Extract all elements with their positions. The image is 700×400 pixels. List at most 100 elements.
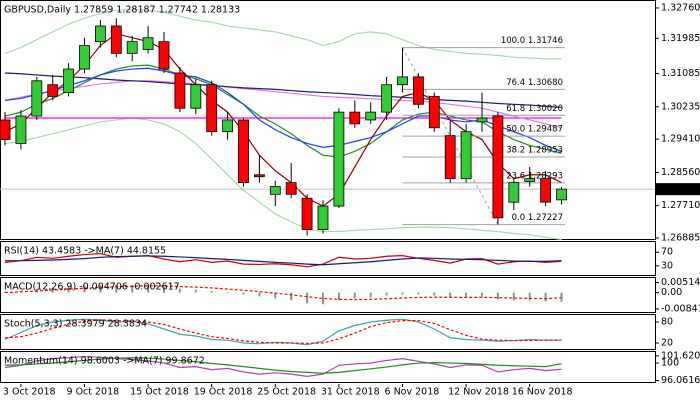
y-tick-label: 1.27710 xyxy=(661,200,700,211)
x-tick-label: 9 Oct 2018 xyxy=(67,387,120,398)
panel-frame xyxy=(0,277,656,313)
panel-title: GBPUSD,Daily 1.27859 1.28187 1.27742 1.2… xyxy=(4,5,240,16)
y-tick-label: 80 xyxy=(661,317,673,328)
candle-body xyxy=(158,41,170,70)
x-tick-label: 31 Oct 2018 xyxy=(321,387,380,398)
candle-body xyxy=(556,188,567,201)
panel-title: Stoch(5,3,3) 28.3979 28.3834 xyxy=(4,319,147,330)
indicator-line xyxy=(4,357,562,374)
candle-body xyxy=(174,72,186,109)
candle-body xyxy=(412,76,424,105)
macd-bar xyxy=(560,292,563,302)
last-price-box xyxy=(656,183,700,196)
candle-body xyxy=(206,84,218,133)
candle-body xyxy=(492,115,504,219)
macd-bar xyxy=(194,289,197,293)
y-tick-label: 20 xyxy=(661,338,673,349)
indicator-line xyxy=(4,117,562,240)
panel-frame xyxy=(0,351,656,383)
candle-body xyxy=(444,135,456,180)
candle-body xyxy=(397,76,408,86)
indicator-line xyxy=(4,8,562,60)
y-tick-label: 100 xyxy=(661,358,679,369)
indicator-line xyxy=(4,67,562,152)
fib-label: 23.6 1.28293 xyxy=(506,171,563,181)
fib-label: 100.0 1.31746 xyxy=(501,36,563,46)
y-tick-label: 30 xyxy=(661,260,673,271)
y-tick-label: 0.00 xyxy=(661,287,682,298)
candle-body xyxy=(524,178,536,182)
macd-bar xyxy=(337,292,340,301)
macd-bar xyxy=(322,292,324,305)
macd-bar xyxy=(290,292,293,301)
x-tick-label: 3 Oct 2018 xyxy=(3,387,56,398)
macd-bar xyxy=(163,286,165,293)
macd-bar xyxy=(496,292,499,300)
indicator-line xyxy=(5,255,562,266)
indicator-line xyxy=(4,355,562,377)
candle-body xyxy=(95,25,106,43)
candle-body xyxy=(79,45,90,70)
candle-body xyxy=(142,37,154,50)
candle-body xyxy=(428,96,440,129)
panel-frame xyxy=(0,314,656,350)
candle-body xyxy=(508,182,520,203)
macd-bar xyxy=(258,292,261,297)
candle-body xyxy=(476,117,488,123)
indicator-line xyxy=(4,285,562,301)
macd-bar xyxy=(512,292,515,301)
macd-bar xyxy=(465,292,468,298)
candle-body xyxy=(285,182,297,195)
macd-bar xyxy=(433,292,436,296)
y-tick-label: -0.008419 xyxy=(661,303,700,314)
macd-bar xyxy=(528,292,531,301)
candle-body xyxy=(381,84,393,113)
x-tick-label: 19 Oct 2018 xyxy=(194,387,253,398)
x-tick-label: 16 Nov 2018 xyxy=(512,387,573,398)
macd-bar xyxy=(401,292,404,295)
macd-bar xyxy=(353,292,356,299)
y-tick-label: 1.30235 xyxy=(661,101,700,112)
candle-body xyxy=(365,111,377,121)
candle-body xyxy=(0,119,11,140)
macd-bar xyxy=(99,284,102,293)
candle-body xyxy=(238,119,249,183)
fib-label: 38.2 1.28953 xyxy=(506,146,563,156)
fib-label: 76.4 1.30680 xyxy=(506,78,563,88)
candle-body xyxy=(540,178,551,203)
candle-body xyxy=(460,131,472,180)
macd-bar xyxy=(83,285,86,293)
last-price-label: 1.28133 xyxy=(661,184,700,195)
panel-title: RSI(14) 43.4583 ->MA(7) 44.8155 xyxy=(4,246,166,257)
x-tick-label: 12 Nov 2018 xyxy=(448,387,509,398)
candle-body xyxy=(301,197,313,230)
candle-body xyxy=(349,111,361,125)
y-tick-label: 1.32760 xyxy=(661,2,700,13)
candle-body xyxy=(333,111,345,207)
macd-bar xyxy=(242,292,245,295)
y-tick-label: 96.0616 xyxy=(661,375,700,386)
candle-body xyxy=(47,84,59,97)
macd-bar xyxy=(481,292,483,297)
macd-bar xyxy=(385,292,388,296)
x-tick-label: 6 Nov 2018 xyxy=(385,387,440,398)
candle-body xyxy=(110,25,122,54)
macd-bar xyxy=(115,284,118,293)
y-tick-label: 101.6206 xyxy=(661,350,700,361)
fib-label: 50.0 1.29487 xyxy=(506,125,563,135)
candle-body xyxy=(269,186,281,195)
candle-body xyxy=(15,115,27,144)
y-tick-label: 70 xyxy=(661,247,673,258)
y-tick-label: 1.28560 xyxy=(661,167,700,178)
macd-bar xyxy=(67,286,70,293)
candle-body xyxy=(63,68,74,93)
macd-bar xyxy=(369,292,372,298)
indicator-line xyxy=(4,72,562,109)
indicator-line xyxy=(4,80,562,129)
x-tick-label: 25 Oct 2018 xyxy=(257,387,316,398)
candle-body xyxy=(31,80,43,117)
y-tick-label: 1.31085 xyxy=(661,68,700,79)
panel-title: Momentum(14) 98.6003 ->MA(7) 99.8672 xyxy=(4,356,205,367)
